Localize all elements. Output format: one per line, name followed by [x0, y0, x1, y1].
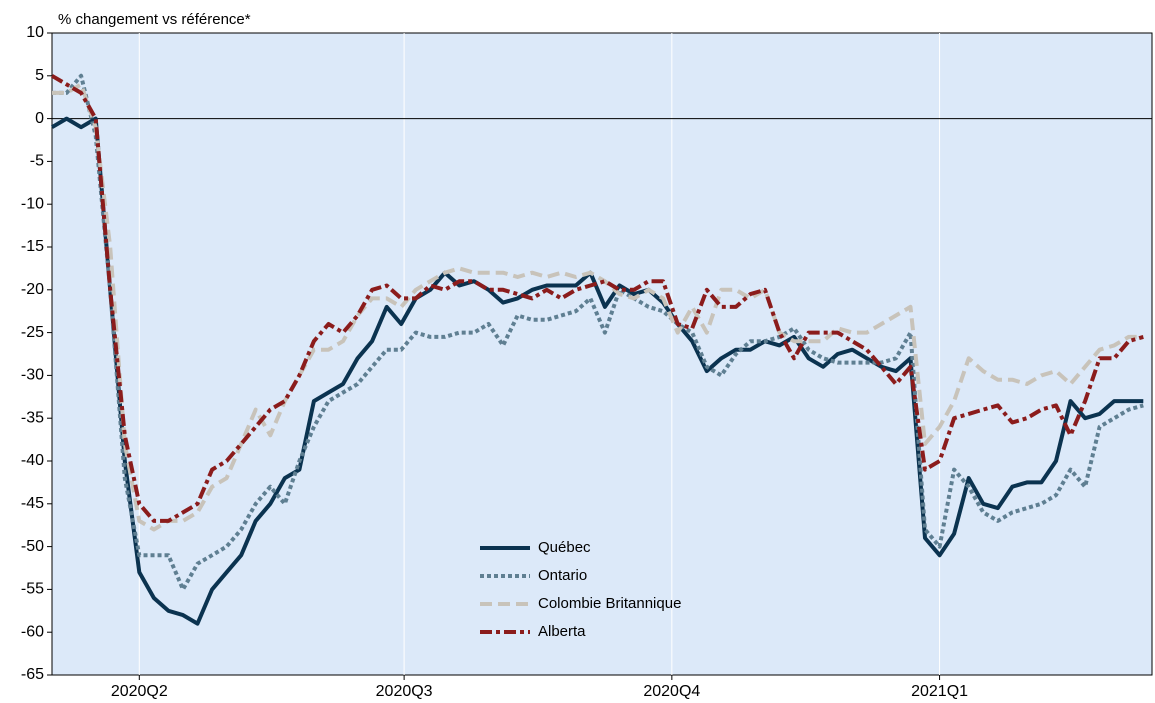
y-tick-label: -20 [21, 281, 44, 298]
y-tick-label: -65 [21, 666, 44, 683]
series-line [50, 116, 1144, 626]
y-tick-label: -40 [21, 452, 44, 469]
y-tick-label: 5 [35, 67, 44, 84]
y-tick-label: -60 [21, 623, 44, 640]
y-tick-label: -30 [21, 367, 44, 384]
legend-label: Colombie Britannique [538, 595, 681, 612]
y-tick-label: -15 [21, 238, 44, 255]
y-tick-label: -45 [21, 495, 44, 512]
y-tick-label: -25 [21, 324, 44, 341]
legend-label: Alberta [538, 623, 586, 640]
x-tick-label: 2020Q4 [643, 683, 700, 700]
y-tick-label: -5 [30, 153, 44, 170]
series-line [50, 74, 1144, 523]
y-tick-label: 0 [35, 110, 44, 127]
y-tick-label: 10 [26, 24, 44, 41]
chart-title: % changement vs référence* [58, 11, 251, 28]
plot-area [51, 32, 1153, 676]
series-line [52, 82, 1144, 532]
x-tick-label: 2020Q3 [376, 683, 433, 700]
y-tick-label: -55 [21, 581, 44, 598]
legend-label: Québec [538, 539, 591, 556]
y-tick-label: -35 [21, 409, 44, 426]
series-line [52, 73, 1144, 592]
x-tick-label: 2020Q2 [111, 683, 168, 700]
y-tick-label: -10 [21, 195, 44, 212]
legend-label: Ontario [538, 567, 587, 584]
y-tick-label: -50 [21, 538, 44, 555]
x-tick-label: 2021Q1 [911, 683, 968, 700]
